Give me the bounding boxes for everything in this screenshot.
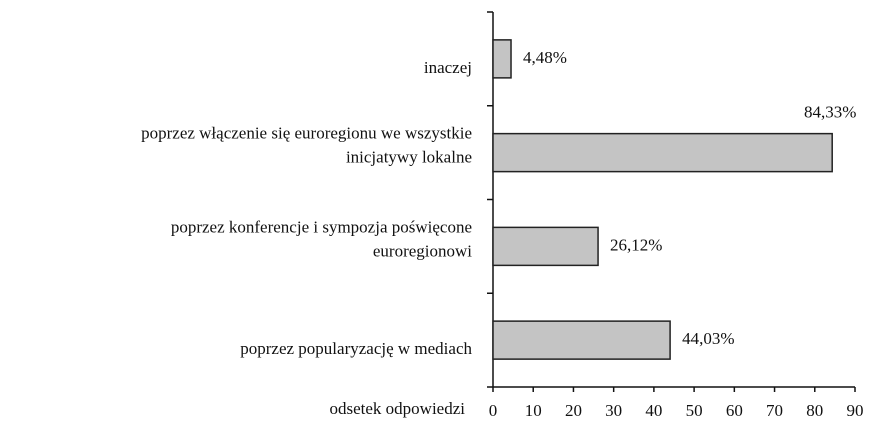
x-tick-label: 50 — [686, 401, 703, 420]
y-tick-label: poprzez popularyzację w mediach — [240, 339, 472, 358]
value-label: 26,12% — [610, 235, 662, 254]
x-tick-label: 20 — [565, 401, 582, 420]
x-tick-label: 70 — [766, 401, 783, 420]
value-label: 44,03% — [682, 329, 734, 348]
x-tick-label: 60 — [726, 401, 743, 420]
bar — [492, 226, 599, 267]
value-label: 4,48% — [523, 48, 567, 67]
bar — [492, 132, 833, 173]
x-tick-label: 30 — [605, 401, 622, 420]
x-tick-label: 90 — [847, 401, 864, 420]
value-label: 84,33% — [804, 103, 856, 122]
bar — [492, 39, 512, 79]
x-axis-label: odsetek odpowiedzi — [330, 399, 466, 418]
x-tick-label: 10 — [525, 401, 542, 420]
x-tick-label: 40 — [645, 401, 662, 420]
y-tick-label: inaczej — [424, 58, 472, 77]
y-tick-label: poprzez włączenie się euroregionu we wsz… — [141, 124, 472, 167]
x-tick-label: 0 — [489, 401, 498, 420]
x-tick-label: 80 — [806, 401, 823, 420]
bar — [492, 320, 671, 360]
y-tick-label: poprzez konferencje i sympozja poświęcon… — [171, 217, 472, 260]
